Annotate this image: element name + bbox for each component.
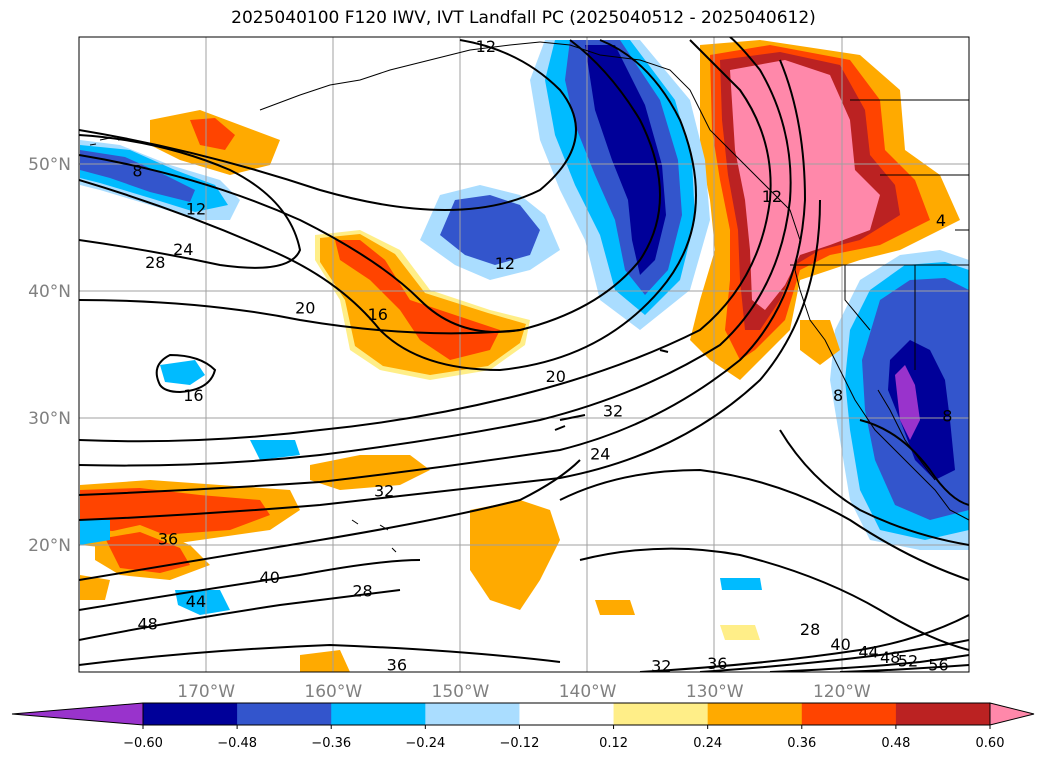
lat-tick-label-2: 40°N (28, 282, 71, 302)
colorbar-extend-low (11, 702, 144, 726)
contour-label-4: 28 (145, 253, 165, 272)
contour-label-21: 8 (833, 386, 843, 405)
contour-label-5: 12 (495, 254, 515, 273)
contour-label-16: 28 (352, 582, 372, 601)
lon-tick-label-2: 150°W (432, 682, 490, 702)
colorbar-tick-label-8: 0.48 (881, 736, 910, 751)
colorbar-extend-high (989, 702, 1035, 726)
contour-label-18: 36 (387, 655, 407, 674)
contour-label-13: 36 (158, 530, 178, 549)
contour-label-30: 32 (651, 657, 671, 676)
colorbar-segment-0 (143, 703, 238, 725)
contour-label-7: 16 (368, 305, 388, 324)
contour-label-19: 12 (762, 187, 782, 206)
colorbar-tick-label-9: 0.60 (976, 736, 1005, 751)
colorbar-segment-4 (519, 703, 615, 725)
colorbar-tick-label-4: −0.12 (500, 736, 540, 751)
contour-label-26: 48 (880, 648, 900, 667)
contour-label-22: 8 (942, 406, 952, 425)
colorbar-tick-label-1: −0.48 (217, 736, 257, 751)
lon-tick-label-4: 130°W (686, 682, 744, 702)
colorbar-tick-label-2: −0.36 (311, 736, 351, 751)
contour-label-15: 44 (186, 592, 206, 611)
contour-label-8: 16 (183, 386, 203, 405)
longitude-axis: 170°W 160°W 150°W 140°W 130°W 120°W (177, 682, 871, 702)
chart-title: 2025040100 F120 IWV, IVT Landfall PC (20… (231, 8, 816, 28)
colorbar-segment-7 (801, 703, 897, 725)
lon-tick-label-5: 120°W (813, 682, 871, 702)
map-panel (79, 37, 969, 672)
contour-label-23: 28 (800, 620, 820, 639)
lon-tick-label-0: 170°W (177, 682, 235, 702)
contour-label-0: 12 (476, 37, 496, 56)
colorbar-tick-label-5: 0.12 (599, 736, 628, 751)
contour-label-28: 56 (928, 655, 948, 674)
lat-tick-label-1: 30°N (28, 409, 71, 429)
contour-label-1: 8 (132, 161, 142, 180)
colorbar-segment-3 (425, 703, 520, 725)
map-frame (78, 36, 970, 673)
gridlines (79, 37, 969, 672)
colorbar-tick-label-0: −0.60 (123, 736, 163, 751)
contour-label-3: 24 (173, 240, 193, 259)
contour-label-20: 4 (936, 211, 946, 230)
contour-label-2: 12 (186, 199, 206, 218)
lon-tick-label-3: 140°W (559, 682, 617, 702)
colorbar-segment-5 (613, 703, 709, 725)
latitude-axis: 20°N 30°N 40°N 50°N (28, 155, 71, 556)
contour-label-11: 24 (590, 445, 610, 464)
contour-label-17: 48 (137, 615, 157, 634)
contour-label-6: 20 (295, 299, 315, 318)
colorbar-ticks: −0.60 −0.48 −0.36 −0.24 −0.12 0.12 0.24 0.36 0.4… (123, 725, 1004, 751)
contour-label-24: 40 (830, 635, 850, 654)
colorbar-segment-6 (707, 703, 803, 725)
contour-label-12: 32 (374, 481, 394, 500)
contour-label-10: 32 (603, 401, 623, 420)
lat-tick-label-0: 20°N (28, 536, 71, 556)
colorbar-tick-label-6: 0.24 (693, 736, 722, 751)
contour-label-27: 52 (898, 652, 918, 671)
lon-tick-label-1: 160°W (304, 682, 362, 702)
colorbar (11, 702, 1035, 726)
contour-label-14: 40 (260, 568, 280, 587)
colorbar-tick-label-7: 0.36 (787, 736, 816, 751)
lat-tick-label-3: 50°N (28, 155, 71, 175)
colorbar-segment-2 (331, 703, 426, 725)
colorbar-tick-label-3: −0.24 (405, 736, 445, 751)
colorbar-segment-8 (895, 703, 991, 725)
contour-label-25: 44 (858, 643, 878, 662)
iwv-contours (79, 37, 969, 672)
contour-label-29: 36 (707, 654, 727, 673)
colorbar-segment-1 (237, 703, 332, 725)
contour-label-9: 20 (546, 367, 566, 386)
